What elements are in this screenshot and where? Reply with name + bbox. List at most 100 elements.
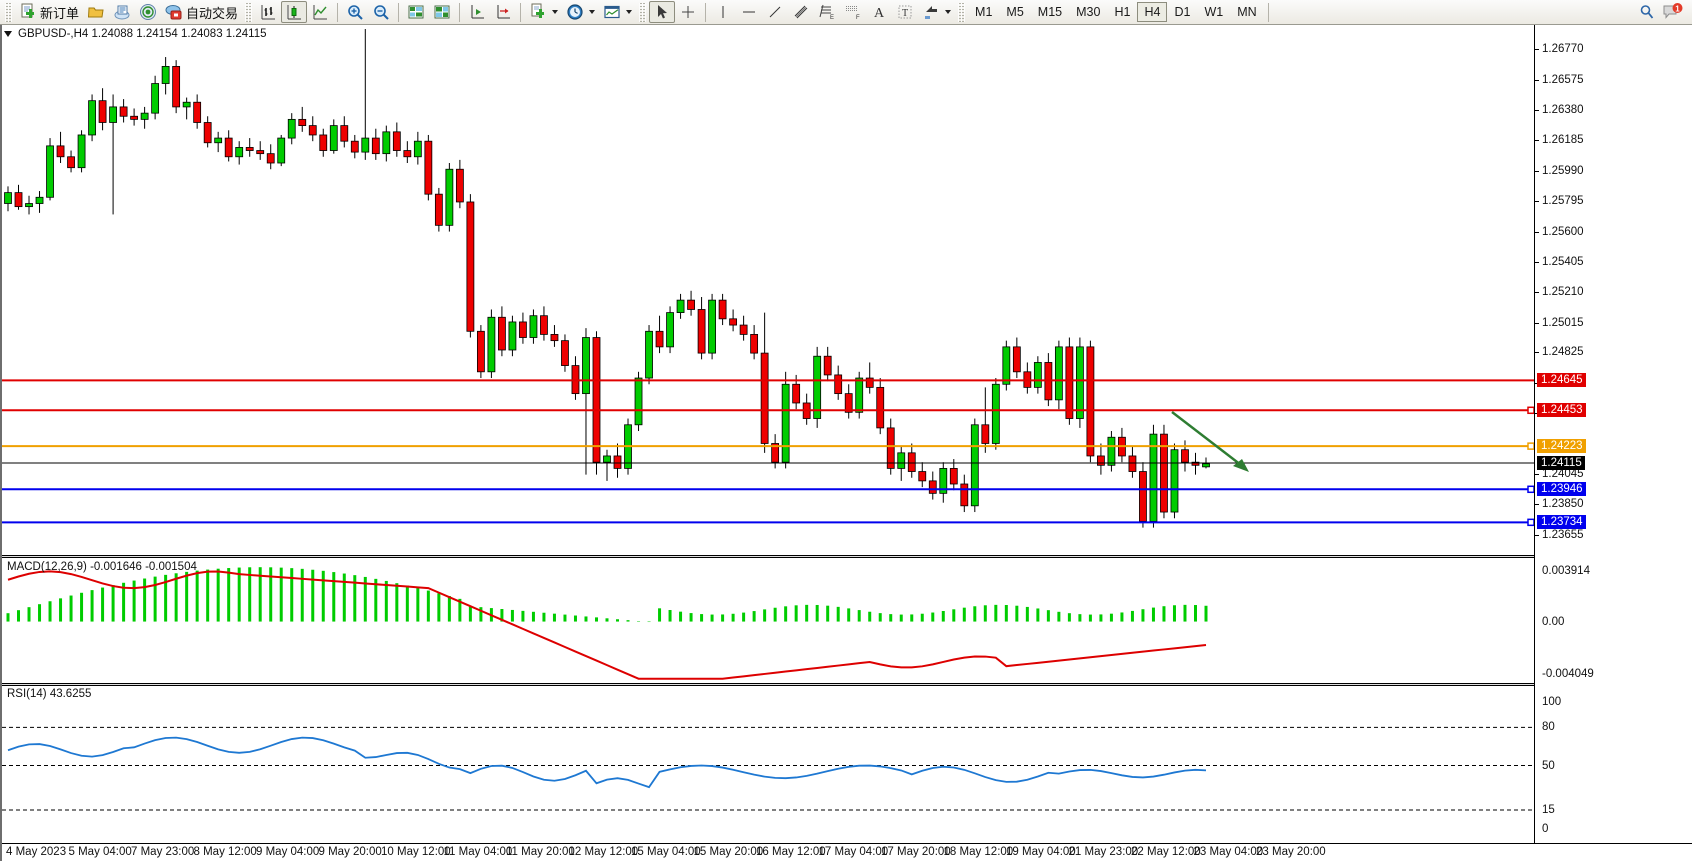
time-tick-label: 4 May 2023: [6, 846, 67, 858]
timeframe-w1[interactable]: W1: [1204, 5, 1224, 19]
price-tick-label: 1.25015: [1542, 316, 1584, 329]
candle-body: [886, 427, 895, 469]
symbol-ohlc-text: GBPUSD-,H4 1.24088 1.24154 1.24083 1.241…: [18, 28, 267, 40]
price-tick: [1535, 473, 1539, 475]
bar-chart-button[interactable]: [255, 1, 281, 23]
text-label-button[interactable]: T: [892, 1, 918, 23]
fibonacci-button[interactable]: E: [814, 1, 840, 23]
candle-body: [771, 443, 780, 463]
data-window-button[interactable]: [403, 1, 429, 23]
auto-scroll-button[interactable]: [464, 1, 490, 23]
zoom-out-button[interactable]: [368, 1, 394, 23]
terminal-button[interactable]: [109, 1, 135, 23]
candle-body: [1191, 461, 1200, 466]
chevron-down-icon-4[interactable]: [945, 10, 952, 14]
arrows-button[interactable]: [918, 1, 955, 23]
crosshair-icon: [679, 3, 697, 21]
candle-body: [361, 137, 370, 153]
tile-windows-button[interactable]: [429, 1, 455, 23]
svg-text:1: 1: [1675, 4, 1680, 13]
candle-body: [970, 424, 979, 507]
toolbar-grip-3[interactable]: [639, 2, 647, 22]
timeframe-m15[interactable]: M15: [1037, 5, 1063, 19]
candle-body: [760, 352, 769, 444]
equidistant-channel-button[interactable]: [788, 1, 814, 23]
chevron-down-icon-3[interactable]: [626, 10, 633, 14]
rsi-pane[interactable]: [2, 686, 1536, 843]
price-level-badge[interactable]: 1.23734: [1537, 515, 1586, 530]
price-tick: [1535, 110, 1539, 112]
candle-body: [382, 131, 391, 155]
line-chart-button[interactable]: [307, 1, 333, 23]
search-icon[interactable]: [1638, 3, 1656, 21]
trendline-button[interactable]: [762, 1, 788, 23]
period-button[interactable]: [562, 1, 599, 23]
time-tick-label: 17 May 04:00: [818, 846, 889, 858]
timeframe-m30[interactable]: M30: [1076, 5, 1101, 19]
time-tick-label: 17 May 20:00: [881, 846, 951, 858]
price-level-badge[interactable]: 1.24223: [1537, 439, 1586, 454]
objects-list-button[interactable]: F: [840, 1, 866, 23]
crosshair-button[interactable]: [675, 1, 701, 23]
macd-pane[interactable]: [2, 558, 1536, 683]
toolbar-grip-2[interactable]: [245, 2, 253, 22]
candle-body: [1097, 455, 1105, 466]
main-toolbar: 新订单: [0, 0, 1692, 25]
zoom-in-button[interactable]: [342, 1, 368, 23]
templates-button[interactable]: [599, 1, 636, 23]
candle-body: [823, 355, 832, 376]
cursor-button[interactable]: [649, 1, 676, 23]
timeframe-h1[interactable]: H1: [1114, 5, 1131, 19]
horizontal-line-button[interactable]: [736, 1, 762, 23]
new-order-label: 新订单: [40, 5, 80, 21]
toolbar-grip-4[interactable]: [958, 2, 966, 22]
candlestick-chart-button[interactable]: [281, 1, 308, 23]
new-order-button[interactable]: 新订单: [15, 1, 83, 23]
signals-button[interactable]: [135, 1, 161, 23]
price-tick: [1535, 352, 1539, 354]
candle-body: [161, 65, 170, 84]
candle-body: [561, 340, 569, 366]
chat-icon[interactable]: 1: [1662, 3, 1684, 21]
text-button[interactable]: A: [866, 1, 892, 23]
time-tick-label: 23 May 20:00: [1256, 846, 1326, 858]
collapse-triangle-icon[interactable]: [4, 31, 12, 37]
time-tick-label: 15 May 20:00: [693, 846, 764, 858]
pane-separator-macd[interactable]: [2, 555, 1536, 558]
chart-window[interactable]: GBPUSD-,H4 1.24088 1.24154 1.24083 1.241…: [0, 25, 1692, 861]
chevron-down-icon[interactable]: [552, 10, 559, 14]
folder-button[interactable]: [83, 1, 109, 23]
toolbar-separator-2: [398, 2, 400, 22]
new-chart-button[interactable]: [525, 1, 562, 23]
candle-body: [203, 122, 212, 144]
rsi-indicator-label: RSI(14) 43.6255: [7, 688, 92, 700]
timeframe-mn[interactable]: MN: [1237, 5, 1257, 19]
candle-body: [729, 318, 738, 326]
pane-separator-rsi[interactable]: [2, 683, 1536, 686]
price-level-badge[interactable]: 1.24645: [1537, 373, 1586, 388]
time-scale[interactable]: 4 May 2023 5 May 04:00 7 May 23:00 8 May 12…: [2, 843, 1692, 861]
svg-text:E: E: [830, 15, 834, 21]
chevron-down-icon-2[interactable]: [589, 10, 596, 14]
candle-body: [1107, 436, 1116, 466]
timeframe-m1[interactable]: M1: [975, 5, 993, 19]
rsi-tick-label: 50: [1542, 759, 1555, 772]
price-tick-label: 1.26185: [1542, 134, 1584, 147]
toolbar-grip[interactable]: [5, 2, 12, 22]
timeframe-h4[interactable]: H4: [1137, 2, 1168, 22]
vertical-line-button[interactable]: [710, 1, 736, 23]
time-tick-label: 19 May 04:00: [1006, 846, 1076, 858]
chart-shift-button[interactable]: [490, 1, 516, 23]
price-pane[interactable]: [2, 25, 1536, 555]
price-level-badge[interactable]: 1.24453: [1537, 403, 1586, 418]
timeframe-d1[interactable]: D1: [1174, 5, 1191, 19]
auto-trading-button[interactable]: 自动交易: [161, 1, 242, 23]
price-tick: [1535, 534, 1539, 536]
timeframe-m5[interactable]: M5: [1006, 5, 1024, 19]
price-level-badge[interactable]: 1.24115: [1537, 455, 1585, 470]
price-tick-label: 1.26770: [1542, 43, 1584, 56]
chart-symbol-legend: GBPUSD-,H4 1.24088 1.24154 1.24083 1.241…: [4, 28, 267, 40]
price-level-badge[interactable]: 1.23946: [1537, 482, 1586, 497]
price-scale[interactable]: 1.26770 1.26575 1.26380 1.26185 1.25990 1.257…: [1534, 25, 1692, 861]
toolbar-separator-4: [520, 2, 522, 22]
